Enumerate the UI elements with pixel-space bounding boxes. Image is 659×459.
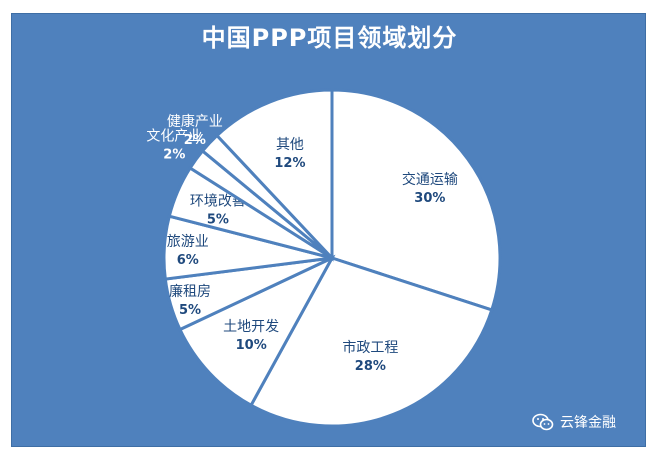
pie-slice-land	[177, 254, 336, 408]
pie-slice-other	[214, 88, 334, 262]
slice-label-environment: 环境改善	[190, 194, 246, 210]
pie-slice-transport	[330, 88, 502, 312]
chart-title: 中国PPP项目领域划分	[201, 24, 458, 52]
slice-value-housing: 5%	[179, 303, 201, 318]
watermark-text: 云锋金融	[560, 415, 616, 431]
slice-value-environment: 5%	[207, 213, 229, 228]
slice-value-culture: 2%	[163, 147, 185, 162]
slice-value-tourism: 6%	[177, 253, 199, 268]
watermark: 云锋金融	[532, 411, 616, 433]
slice-value-health: 2%	[184, 133, 206, 148]
slice-label-culture: 文化产业	[146, 128, 202, 144]
slice-value-land: 10%	[236, 338, 267, 353]
slice-label-other: 其他	[276, 137, 304, 153]
slice-label-housing: 廉租房	[169, 283, 211, 300]
slice-label-health: 健康产业	[167, 113, 223, 130]
slice-label-municipal: 市政工程	[342, 339, 398, 356]
pie-slice-municipal	[249, 256, 494, 428]
slice-value-municipal: 28%	[355, 359, 386, 374]
slice-value-transport: 30%	[414, 191, 445, 206]
wechat-icon	[532, 413, 554, 431]
slice-label-land: 土地开发	[223, 319, 279, 335]
slice-label-tourism: 旅游业	[167, 234, 209, 250]
slice-label-transport: 交通运输	[402, 171, 458, 188]
slice-value-other: 12%	[274, 156, 305, 171]
